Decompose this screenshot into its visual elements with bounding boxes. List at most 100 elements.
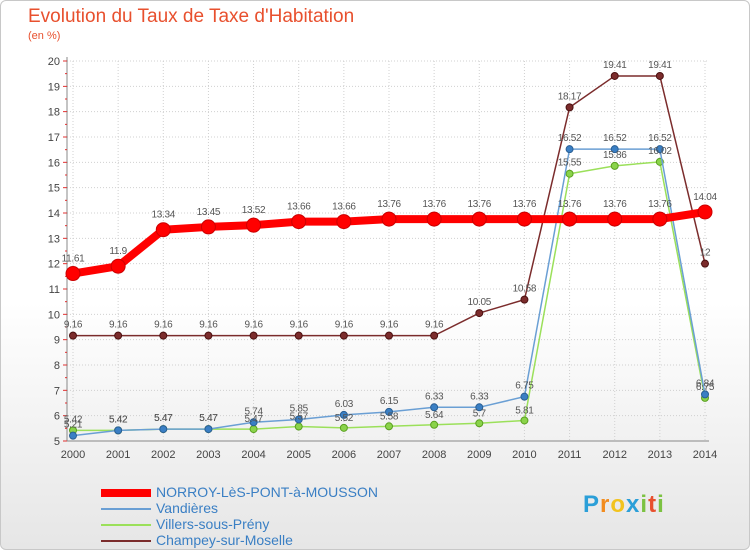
data-label-villers-8: 5.64 [425,410,444,421]
legend-label-champey: Champey-sur-Moselle [156,532,293,548]
data-label-norroy-9: 13.76 [468,199,492,210]
data-label-vandieres-4: 5.74 [244,406,263,417]
chart-unit-label: (en %) [28,30,61,42]
legend-swatch-champey [101,540,151,542]
data-label-norroy-10: 13.76 [513,199,537,210]
data-label-champey-14: 12 [700,248,711,259]
data-label-champey-5: 9.16 [290,320,309,331]
x-tick-label-8: 2008 [422,449,446,461]
data-point-norroy-11 [562,211,578,227]
data-point-norroy-8 [426,211,442,227]
y-tick-label-7: 12 [48,259,60,271]
data-label-vandieres-7: 6.15 [380,396,399,407]
x-tick-label-7: 2007 [377,449,401,461]
data-label-vandieres-11: 16.52 [558,133,582,144]
data-point-champey-6 [339,331,348,340]
data-label-vandieres-1: 5.42 [109,414,128,425]
data-label-villers-9: 5.7 [473,408,487,419]
data-label-villers-4: 5.47 [244,414,263,425]
data-point-vandieres-4 [249,418,258,427]
x-tick-label-4: 2004 [241,449,265,461]
data-label-vandieres-13: 16.52 [648,133,672,144]
data-point-vandieres-1 [114,426,123,435]
y-tick-label-12: 17 [48,132,60,144]
x-tick-label-5: 2005 [286,449,310,461]
y-tick-label-5: 10 [48,309,60,321]
data-point-norroy-6 [336,214,352,230]
brand-letter-2: o [610,491,627,518]
y-tick-label-9: 14 [48,208,60,220]
y-tick-label-2: 7 [54,385,60,397]
data-point-villers-11 [565,169,574,178]
data-point-norroy-4 [246,217,262,233]
data-label-champey-13: 19.41 [648,60,672,71]
data-label-champey-9: 10.05 [468,297,492,308]
data-label-villers-11: 15.55 [558,158,582,169]
legend-label-villers: Villers-sous-Prény [156,516,270,532]
data-point-norroy-9 [471,211,487,227]
data-label-villers-3: 5.47 [199,413,218,424]
y-tick-label-1: 6 [54,411,60,423]
data-point-champey-11 [565,103,574,112]
data-label-vandieres-5: 5.85 [290,403,309,414]
data-label-champey-2: 9.16 [154,320,173,331]
brand-letter-0: P [583,491,601,518]
x-tick-label-0: 2000 [61,449,85,461]
x-tick-label-13: 2013 [648,449,672,461]
data-point-vandieres-10 [520,392,529,401]
data-label-villers-12: 15.86 [603,150,627,161]
data-label-norroy-0: 11.61 [62,254,86,265]
legend-label-vandieres: Vandières [156,500,219,516]
data-label-villers-0: 5.42 [64,414,83,425]
data-point-champey-2 [159,331,168,340]
data-label-champey-7: 9.16 [380,320,399,331]
data-point-vandieres-6 [339,410,348,419]
y-tick-label-11: 16 [48,157,60,169]
data-point-vandieres-0 [69,431,77,440]
data-point-norroy-14 [697,204,713,220]
data-label-norroy-13: 13.76 [648,199,672,210]
brand-letter-6: i [657,491,665,518]
data-label-champey-1: 9.16 [109,320,128,331]
data-point-villers-7 [385,422,393,431]
legend-label-norroy: NORROY-LèS-PONT-à-MOUSSON [156,484,378,500]
data-point-villers-8 [430,420,439,429]
data-label-norroy-11: 13.76 [558,199,582,210]
data-point-champey-10 [520,295,529,304]
data-point-champey-8 [430,331,439,340]
data-point-norroy-5 [291,214,307,230]
legend-swatch-villers [101,524,151,526]
data-label-champey-3: 9.16 [199,320,218,331]
data-point-villers-10 [520,416,529,425]
data-label-norroy-5: 13.66 [287,202,311,213]
data-label-villers-14: 6.75 [696,382,715,393]
y-tick-label-3: 8 [54,360,60,372]
data-label-villers-13: 16.02 [648,146,672,157]
x-tick-label-3: 2003 [196,449,220,461]
data-point-vandieres-9 [475,403,484,412]
x-tick-label-12: 2012 [602,449,626,461]
data-label-vandieres-14: 6.84 [696,378,715,389]
data-point-norroy-0 [65,266,81,282]
data-label-vandieres-6: 6.03 [335,399,354,410]
data-label-champey-12: 19.41 [603,60,627,71]
data-label-vandieres-2: 5.47 [154,413,173,424]
data-point-champey-3 [204,331,213,340]
data-point-villers-12 [610,161,619,170]
x-tick-label-2: 2002 [151,449,175,461]
x-tick-label-1: 2001 [106,449,130,461]
data-point-vandieres-7 [385,407,393,416]
data-point-champey-13 [655,71,664,80]
data-point-villers-5 [294,422,303,431]
legend-swatch-norroy [101,489,151,497]
data-label-vandieres-8: 6.33 [425,391,444,402]
data-label-norroy-6: 13.66 [332,202,356,213]
y-tick-label-13: 18 [48,107,60,119]
data-label-champey-10: 10.58 [513,284,537,295]
data-label-villers-7: 5.58 [380,411,399,422]
data-point-champey-5 [294,331,303,340]
y-tick-label-15: 20 [48,56,60,68]
data-point-vandieres-11 [565,145,574,154]
data-point-champey-1 [114,331,123,340]
